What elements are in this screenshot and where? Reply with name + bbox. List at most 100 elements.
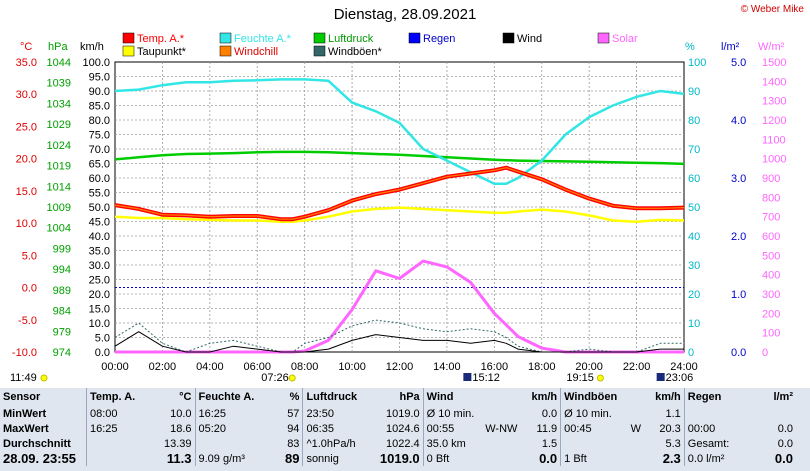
cell: Ø 10 min. <box>560 406 621 421</box>
cell: W-NW <box>485 422 518 435</box>
series-line-wind <box>114 331 684 353</box>
solar-tick-label: 1500 <box>762 57 786 69</box>
legend-swatch <box>219 45 232 57</box>
pressure-tick-label: 1014 <box>47 181 71 193</box>
rain-tick-label: 0.0 <box>731 347 746 359</box>
solar-tick-label: 600 <box>762 231 780 243</box>
legend-swatch <box>408 32 421 44</box>
wind-tick-label: 70.0 <box>89 144 110 156</box>
pressure-tick-label: 1044 <box>47 57 71 69</box>
pressure-tick-label: 974 <box>53 347 71 359</box>
temp-axis-unit: °C <box>20 41 32 53</box>
stats-row-min: MinWert 08:00 10.0 16:25 57 23:50 1019.0… <box>0 406 796 421</box>
cell: 0.0 <box>774 451 793 466</box>
humidity-tick-label: 60 <box>688 173 700 185</box>
wind-tick-label: 60.0 <box>89 173 110 185</box>
solar-tick-label: 1300 <box>762 96 786 108</box>
humidity-tick-label: 90 <box>688 86 700 98</box>
wind-tick-label: 50.0 <box>89 202 110 214</box>
cell: 89 <box>284 451 300 466</box>
cell: sonnig <box>302 451 368 466</box>
cell: 20.3 <box>659 422 681 435</box>
pressure-tick-label: 989 <box>53 285 71 297</box>
moon-icon <box>656 373 665 381</box>
cell <box>85 436 142 451</box>
stats-row-avg: Durchschnitt 13.39 83 ^1.0hPa/h 1022.4 3… <box>0 436 796 451</box>
temp-tick-label: 0.0 <box>22 283 37 295</box>
solar-tick-label: 0 <box>762 347 768 359</box>
series-line-luftdruck <box>114 150 685 166</box>
pressure-tick-label: 1024 <box>47 140 71 152</box>
humidity-tick-label: 0 <box>688 347 694 359</box>
cell: 16:25 <box>194 406 261 421</box>
temp-tick-label: 35.0 <box>16 57 37 69</box>
pressure-axis-unit: hPa <box>48 41 68 53</box>
cell: 11.3 <box>166 451 192 466</box>
humidity-tick-label: 70 <box>688 144 700 156</box>
stats-header-wind: Wind <box>422 388 483 406</box>
x-tick-label: 10:00 <box>338 361 366 373</box>
cell: 06:35 <box>302 421 368 436</box>
wind-tick-label: 40.0 <box>89 231 110 243</box>
cell: 1.1 <box>665 407 681 420</box>
humidity-tick-label: 40 <box>688 231 700 243</box>
legend-label: Taupunkt* <box>137 46 187 58</box>
cell: Gesamt: <box>683 436 747 451</box>
temp-tick-label: 5.0 <box>22 250 37 262</box>
solar-tick-label: 1000 <box>762 154 786 166</box>
x-tick-label: 02:00 <box>149 361 177 373</box>
pressure-tick-label: 1034 <box>47 98 71 110</box>
pressure-tick-label: 984 <box>53 306 71 318</box>
cell: 0 Bft <box>422 451 483 466</box>
stats-header-press: Luftdruck <box>302 388 368 406</box>
pressure-tick-label: 1019 <box>47 161 71 173</box>
cell <box>85 451 142 466</box>
cell <box>560 436 621 451</box>
solar-tick-label: 300 <box>762 289 780 301</box>
copyright-text: © Weber Mike <box>740 4 804 15</box>
moon-time-label: 15:12 <box>472 372 500 384</box>
cell: 0.0 <box>541 407 558 420</box>
temp-tick-label: -10.0 <box>12 347 37 359</box>
humidity-axis-unit: % <box>685 41 695 53</box>
cell: 00:55 <box>422 421 483 436</box>
legend-label: Windböen* <box>328 46 383 58</box>
pressure-tick-label: 1004 <box>47 223 71 235</box>
temp-tick-label: 15.0 <box>16 186 37 198</box>
cell: 1 Bft <box>560 451 621 466</box>
stats-header-rain-unit: l/m² <box>773 391 793 403</box>
legend-label: Windchill <box>234 46 278 58</box>
cell: 13.39 <box>163 437 192 450</box>
stats-row-label: MaxWert <box>3 422 49 435</box>
wind-tick-label: 5.0 <box>95 333 110 345</box>
cell <box>620 451 644 466</box>
cell <box>620 436 644 451</box>
cell: 9.09 g/m³ <box>194 451 261 466</box>
cell <box>482 436 520 451</box>
rain-tick-label: 5.0 <box>731 57 746 69</box>
legend-swatch <box>502 32 515 44</box>
humidity-tick-label: 80 <box>688 115 700 127</box>
cell: 00:45 <box>560 421 621 436</box>
rain-tick-label: 1.0 <box>731 289 746 301</box>
x-tick-label: 24:00 <box>670 361 698 373</box>
temp-tick-label: 25.0 <box>16 121 37 133</box>
sunset-label: 19:15 <box>566 372 594 384</box>
pressure-tick-label: 1029 <box>47 119 71 131</box>
cell <box>620 406 644 421</box>
cell: 11.9 <box>536 422 558 435</box>
temp-tick-label: 20.0 <box>16 154 37 166</box>
wind-tick-label: 85.0 <box>89 101 110 113</box>
cell <box>683 406 747 421</box>
pressure-tick-label: 1039 <box>47 78 71 90</box>
rain-tick-label: 4.0 <box>731 115 746 127</box>
chart-title: Dienstag, 28.09.2021 <box>333 6 477 23</box>
humidity-tick-label: 100 <box>688 57 706 69</box>
series-line-windchill <box>114 167 685 220</box>
temp-tick-label: 30.0 <box>16 89 37 101</box>
cell <box>482 406 520 421</box>
cell <box>747 406 796 421</box>
x-tick-label: 14:00 <box>433 361 461 373</box>
stats-header-wind-unit: km/h <box>531 391 558 403</box>
cell: 1019.0 <box>379 451 420 466</box>
